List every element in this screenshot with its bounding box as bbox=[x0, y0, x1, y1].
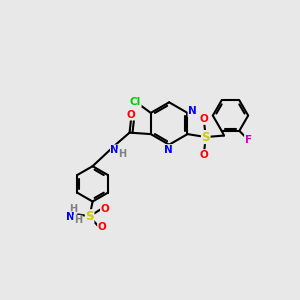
Text: N: N bbox=[66, 212, 75, 222]
Text: O: O bbox=[127, 110, 135, 120]
Text: O: O bbox=[98, 222, 106, 232]
Text: N: N bbox=[164, 145, 173, 155]
Text: O: O bbox=[100, 204, 109, 214]
Text: H: H bbox=[74, 215, 82, 225]
Text: O: O bbox=[200, 150, 209, 160]
Text: S: S bbox=[85, 210, 94, 223]
Text: O: O bbox=[200, 114, 209, 124]
Text: H: H bbox=[69, 204, 77, 214]
Text: F: F bbox=[244, 135, 252, 145]
Text: S: S bbox=[202, 130, 210, 143]
Text: H: H bbox=[118, 149, 126, 159]
Text: Cl: Cl bbox=[130, 97, 141, 107]
Text: N: N bbox=[110, 145, 119, 155]
Text: N: N bbox=[188, 106, 197, 116]
